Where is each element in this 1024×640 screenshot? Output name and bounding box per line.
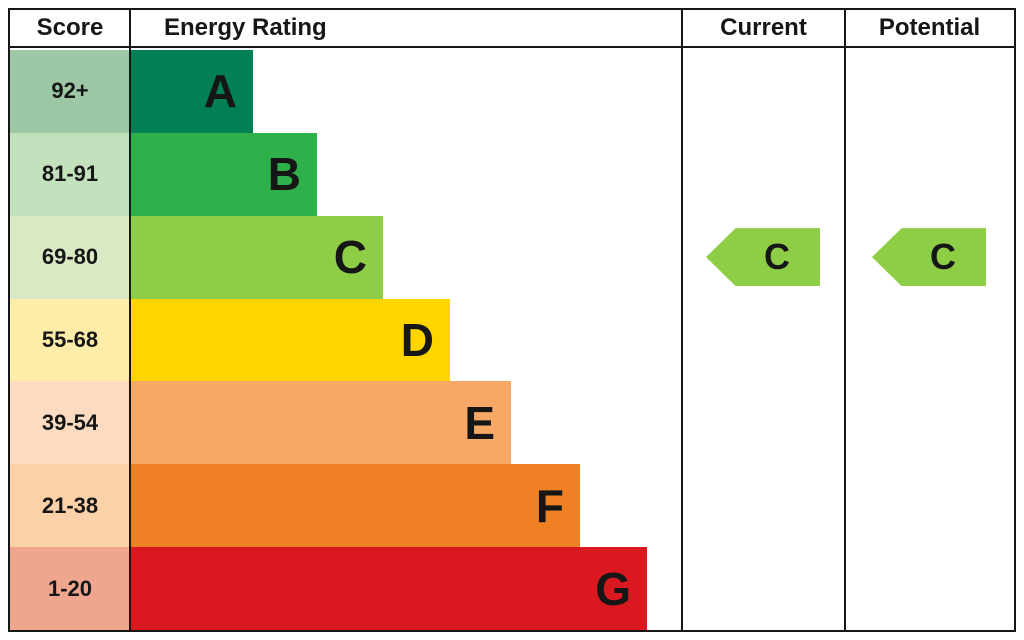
- header-energy-rating: Energy Rating: [164, 14, 327, 41]
- band-row-a: 92+ A: [10, 50, 1014, 133]
- band-score-g: 1-20: [10, 547, 130, 631]
- potential-rating-letter: C: [930, 236, 956, 278]
- band-score-a: 92+: [10, 50, 130, 133]
- column-divider-score: [129, 10, 131, 630]
- band-bar-area-a: A: [130, 50, 1014, 133]
- band-bar-c: C: [130, 215, 383, 299]
- header-current: Current: [720, 14, 807, 41]
- epc-rating-chart: Score Energy Rating Current Potential 92…: [8, 8, 1016, 632]
- band-bar-g: G: [130, 547, 647, 631]
- band-score-d: 55-68: [10, 298, 130, 382]
- band-row-b: 81-91 B: [10, 132, 1014, 216]
- band-bar-area-g: G: [130, 547, 1014, 631]
- band-bar-d: D: [130, 298, 450, 382]
- band-bar-area-d: D: [130, 298, 1014, 382]
- band-row-g: 1-20 G: [10, 547, 1014, 631]
- band-row-d: 55-68 D: [10, 298, 1014, 382]
- band-bar-b: B: [130, 132, 317, 216]
- band-bar-a: A: [130, 50, 253, 133]
- band-row-e: 39-54 E: [10, 381, 1014, 465]
- band-bar-area-f: F: [130, 464, 1014, 548]
- band-row-c: 69-80 C: [10, 215, 1014, 299]
- band-bar-area-e: E: [130, 381, 1014, 465]
- column-divider-potential: [844, 10, 846, 630]
- band-bar-f: F: [130, 464, 580, 548]
- band-bar-e: E: [130, 381, 511, 465]
- column-divider-current: [681, 10, 683, 630]
- header-row: Score Energy Rating Current Potential: [10, 10, 1014, 48]
- current-rating-letter: C: [764, 236, 790, 278]
- band-score-c: 69-80: [10, 215, 130, 299]
- header-score: Score: [36, 14, 104, 41]
- band-rows: 92+ A 81-91 B 69-80 C 55-68 D 39-54: [10, 50, 1014, 631]
- band-score-e: 39-54: [10, 381, 130, 465]
- band-score-b: 81-91: [10, 132, 130, 216]
- band-score-f: 21-38: [10, 464, 130, 548]
- band-bar-area-b: B: [130, 132, 1014, 216]
- header-potential: Potential: [878, 14, 981, 41]
- band-bar-area-c: C: [130, 215, 1014, 299]
- band-row-f: 21-38 F: [10, 464, 1014, 548]
